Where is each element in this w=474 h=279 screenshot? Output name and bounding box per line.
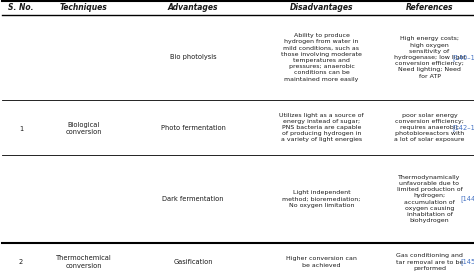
Text: 2: 2: [19, 259, 23, 265]
Text: [144]: [144]: [460, 196, 474, 202]
Text: Bio photolysis: Bio photolysis: [170, 54, 216, 61]
Text: [142–144]: [142–144]: [452, 124, 474, 131]
Text: [140–142]: [140–142]: [452, 54, 474, 61]
Text: Techniques: Techniques: [60, 4, 108, 13]
Text: Dark fermentation: Dark fermentation: [162, 196, 224, 202]
Text: Advantages: Advantages: [168, 4, 218, 13]
Text: Utilizes light as a source of
energy instead of sugar;
PNS bacteria are capable
: Utilizes light as a source of energy ins…: [279, 113, 364, 142]
Text: Higher conversion can
be achieved: Higher conversion can be achieved: [286, 256, 357, 268]
Text: High energy costs;
high oxygen
sensitivity of
hydrogenase; low light
conversion : High energy costs; high oxygen sensitivi…: [393, 36, 465, 79]
Text: Thermodynamically
unfavorable due to
limited production of
hydrogen;
accumulatio: Thermodynamically unfavorable due to lim…: [397, 175, 462, 223]
Text: Gas conditioning and
tar removal are to be
performed: Gas conditioning and tar removal are to …: [396, 253, 463, 271]
Text: Biological
conversion: Biological conversion: [66, 122, 102, 136]
Text: Disadvantages: Disadvantages: [290, 4, 353, 13]
Text: Gasification: Gasification: [173, 259, 213, 265]
Text: References: References: [406, 4, 453, 13]
Text: [145]: [145]: [460, 259, 474, 265]
Text: 1: 1: [19, 126, 23, 132]
Text: S. No.: S. No.: [8, 4, 34, 13]
Text: Ability to produce
hydrogen from water in
mild conditions, such as
those involvi: Ability to produce hydrogen from water i…: [281, 33, 362, 82]
Text: Light independent
method; bioremediation;
No oxygen limitation: Light independent method; bioremediation…: [283, 190, 361, 208]
Text: Photo fermentation: Photo fermentation: [161, 124, 226, 131]
Text: Thermochemical
conversion: Thermochemical conversion: [56, 256, 112, 268]
Text: poor solar energy
conversion efficiency;
requires anaerobic
photobioreactors wit: poor solar energy conversion efficiency;…: [394, 113, 465, 142]
